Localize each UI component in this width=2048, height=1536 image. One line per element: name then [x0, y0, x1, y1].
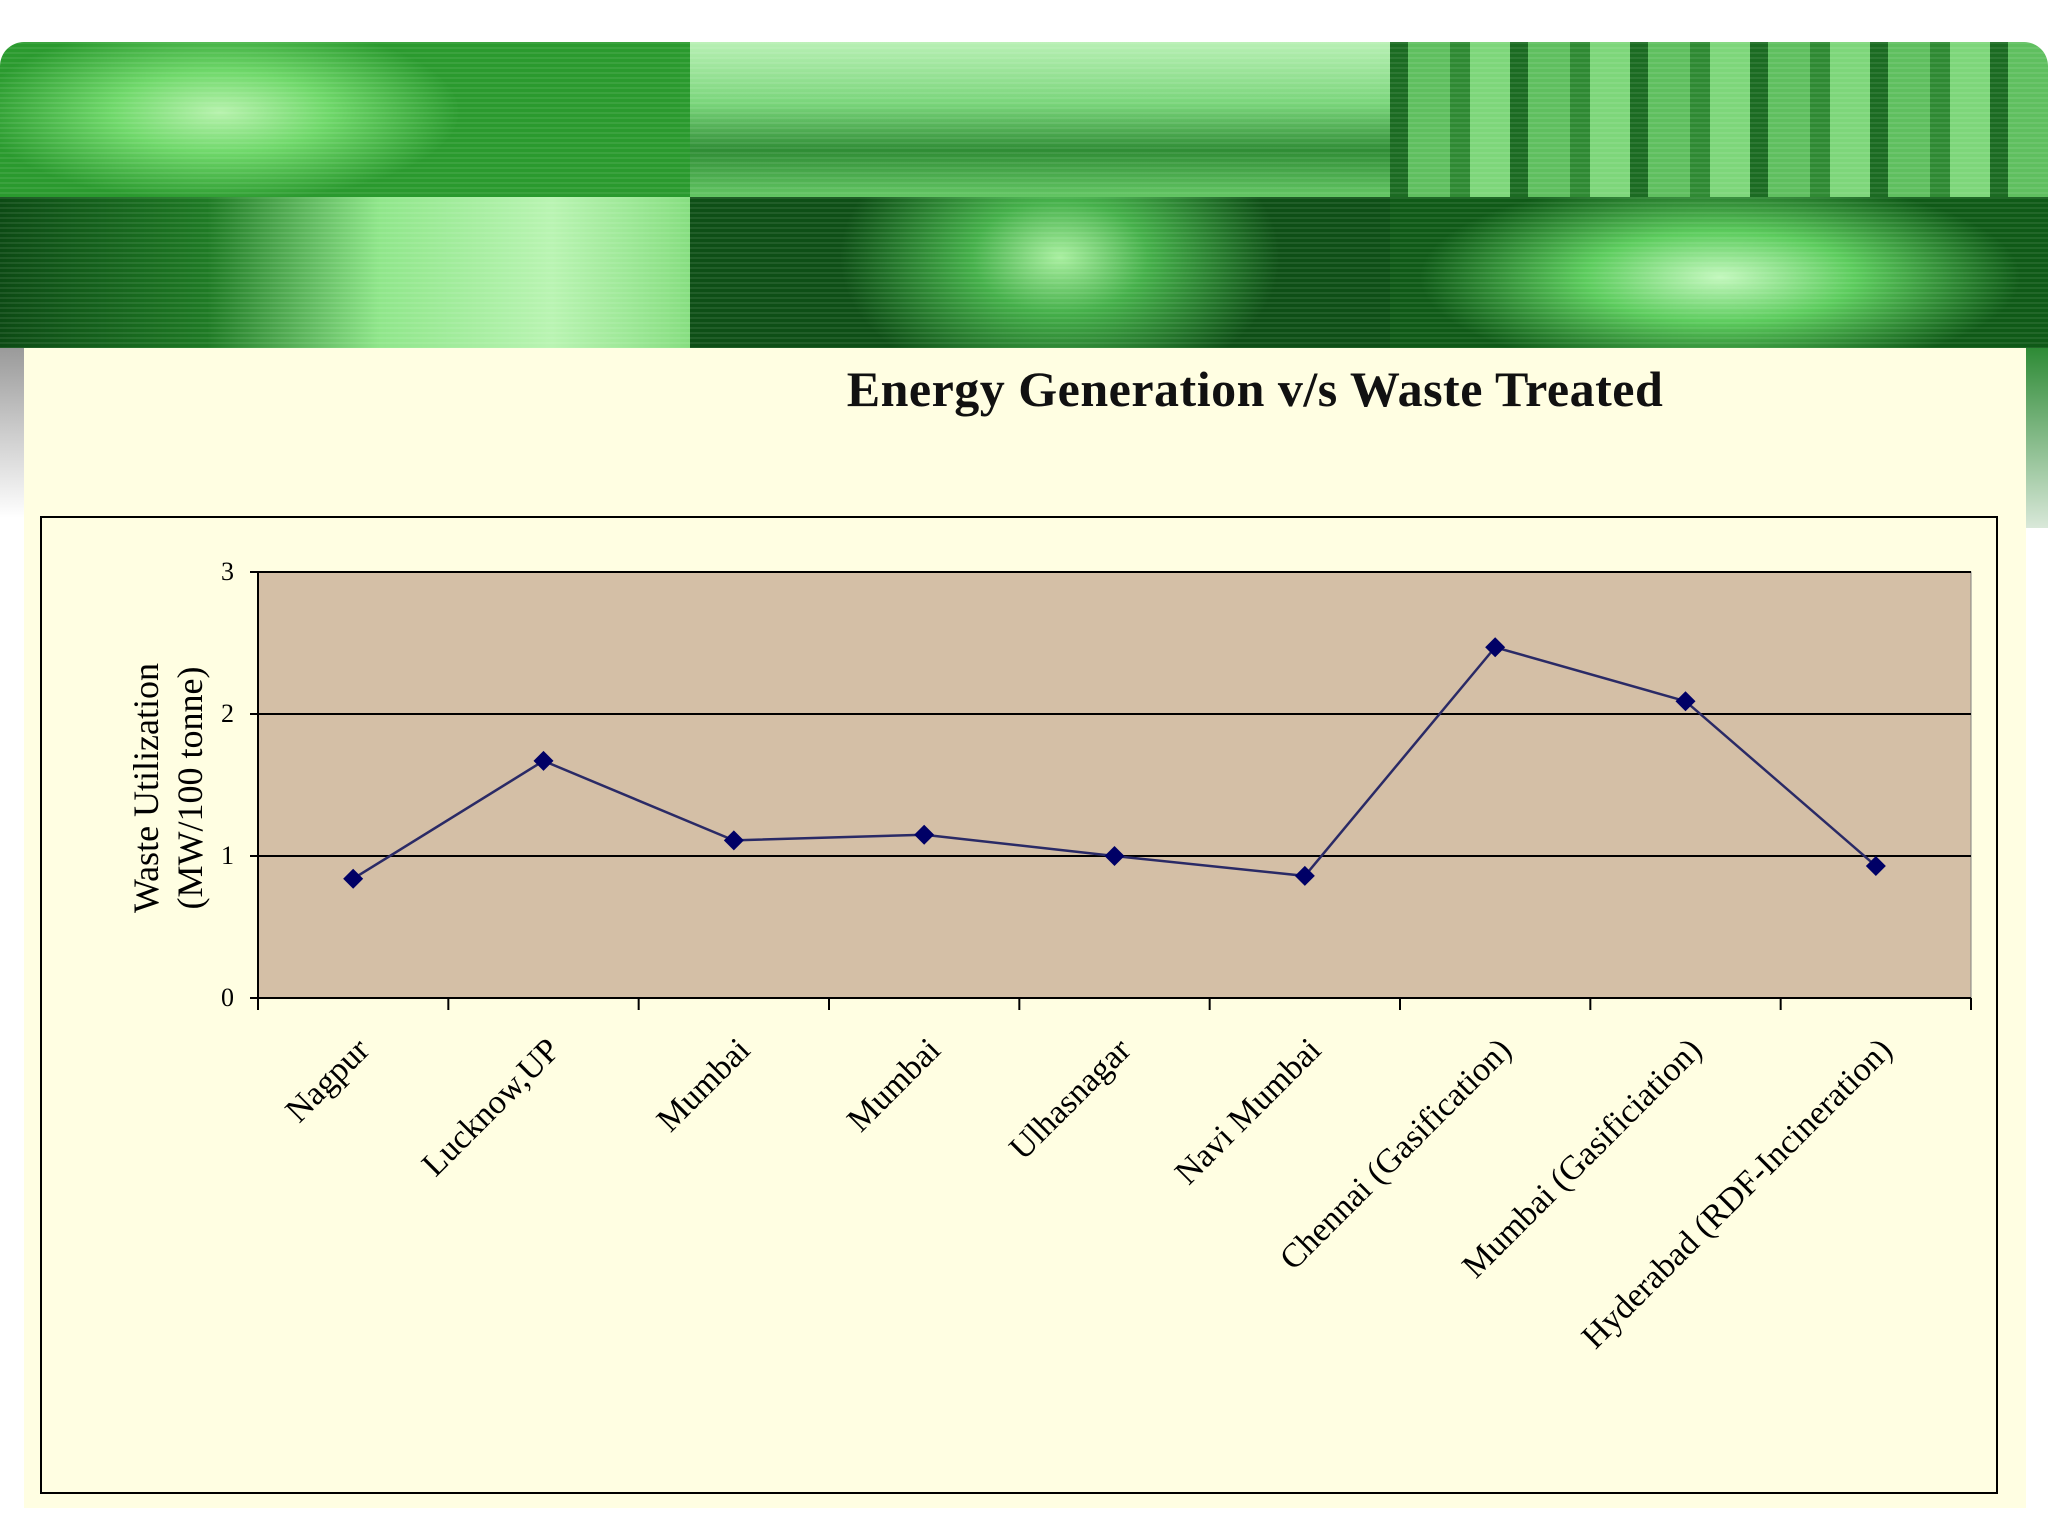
data-point	[1294, 865, 1315, 886]
y-axis-title-unit: (MW/100 tonne)	[170, 667, 210, 910]
chart-frame: 0 1 2 3 Waste Utilization (MW/100 tonne) Nagpu…	[40, 516, 1998, 1494]
data-point	[914, 824, 935, 845]
data-point	[533, 750, 554, 771]
scanline-overlay	[0, 42, 2048, 348]
y-tick-label: 1	[221, 841, 234, 870]
data-point	[723, 830, 744, 851]
data-point	[343, 868, 364, 889]
y-tick-label: 2	[221, 699, 234, 728]
slide-shadow-decoration	[0, 348, 26, 518]
y-axis-title: Waste Utilization	[126, 663, 166, 913]
leaf-closeup-photo	[690, 197, 1390, 348]
forest-branches-photo	[0, 197, 690, 348]
line-chart: 0 1 2 3 Waste Utilization (MW/100 tonne) Nagpu…	[126, 557, 1972, 1356]
x-category-label: Mumbai	[650, 1031, 758, 1139]
x-category-label: Lucknow,UP	[415, 1031, 567, 1183]
stream-water-photo	[1390, 197, 2048, 348]
y-tick-label: 3	[221, 557, 234, 586]
x-category-label: Hyderabad (RDF-Incineration)	[1575, 1031, 1900, 1356]
mountain-lake-photo	[690, 42, 1390, 197]
plot-area	[257, 571, 1972, 999]
x-category-label: Navi Mumbai	[1168, 1031, 1328, 1191]
chart-title: Energy Generation v/s Waste Treated	[846, 361, 1664, 417]
tree-trunks-photo	[1390, 42, 2048, 197]
x-category-label: Nagpur	[279, 1031, 378, 1130]
x-category-label: Mumbai	[840, 1031, 948, 1139]
y-tick-label: 0	[221, 983, 234, 1012]
x-category-label: Ulhasnagar	[1003, 1031, 1139, 1167]
header-banner-image	[0, 42, 2048, 348]
slide-edge-decoration	[2026, 348, 2048, 528]
data-point	[1675, 691, 1696, 712]
sky-clouds-photo	[0, 42, 690, 197]
data-point	[1865, 855, 1886, 876]
data-point	[1485, 637, 1506, 658]
data-point	[1104, 846, 1125, 866]
